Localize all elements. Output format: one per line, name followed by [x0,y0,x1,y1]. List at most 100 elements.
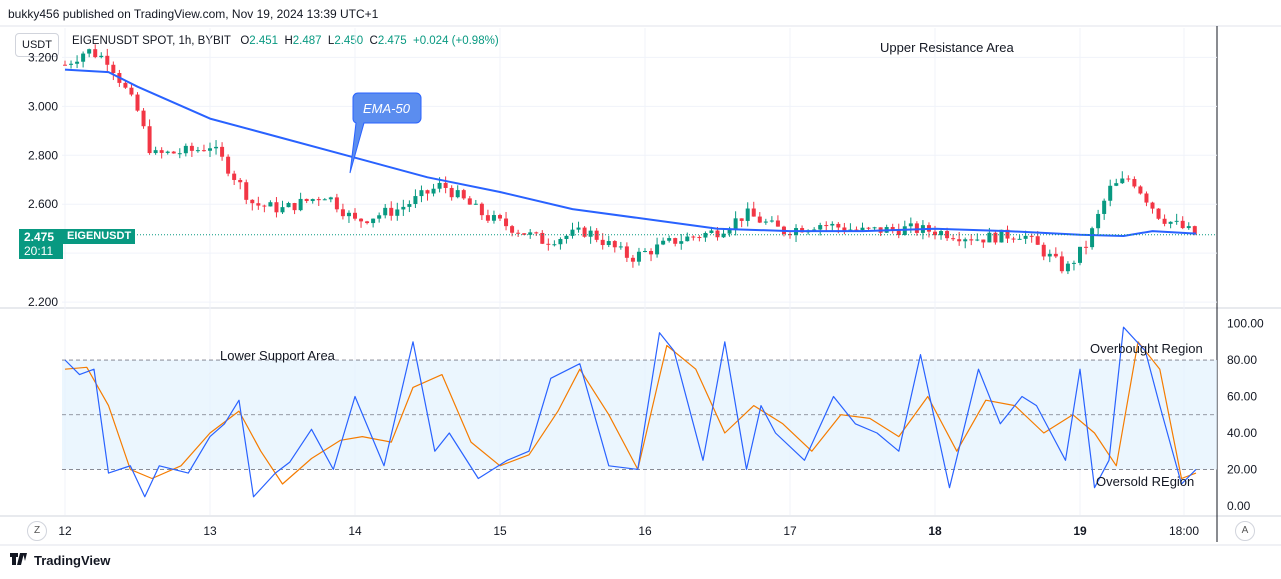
stoch-band-fill [62,360,1217,470]
candle-body [1144,193,1149,203]
candle-body [141,110,146,127]
candle-body [310,199,315,202]
symbol-name[interactable]: EIGENUSDT SPOT, 1h, BYBIT [72,35,231,47]
candle-body [788,234,792,236]
candle-body [600,239,605,246]
close-value: 2.475 [377,35,407,47]
stoch-tick-label: 0.00 [1227,499,1251,513]
candle-body [1023,235,1028,239]
candle-body [63,64,67,66]
candle-body [105,55,110,65]
candle-body [848,229,853,232]
low-value: 2.450 [334,35,364,47]
candle-body [818,225,823,230]
price-tick-label: 2.600 [28,197,58,211]
candle-body [842,227,847,232]
stoch-tick-label: 20.00 [1227,462,1257,476]
candle-body [504,218,509,227]
auto-scale-button[interactable]: A [1235,521,1255,541]
candle-body [546,243,551,245]
footer-brand-name[interactable]: TradingView [34,553,111,568]
high-value: 2.487 [292,35,322,47]
candle-body [449,187,454,198]
time-tick-label: 19 [1073,524,1087,538]
candle-body [1168,221,1173,224]
candle-body [975,239,980,241]
candle-body [969,239,974,241]
candle-body [757,216,762,223]
candle-body [1174,220,1179,222]
candle-body [643,250,647,252]
candle-body [945,231,950,239]
candle-body [902,226,907,236]
current-price-tag: 2.475 20:11 EIGENUSDT [19,229,136,259]
candle-body [1180,220,1185,229]
candle-body [516,232,521,234]
price-tick-label: 2.800 [28,148,58,162]
candle-body [1041,244,1046,257]
candle-body [860,227,865,231]
high-label: H [284,35,293,47]
candle-body [751,208,756,217]
candle-body [153,150,158,154]
candle-body [854,229,859,231]
candle-body [268,202,273,207]
candle-body [1084,246,1089,248]
candle-body [1156,208,1161,219]
stoch-d-line [64,341,1197,485]
zoom-button[interactable]: Z [27,521,47,541]
price-tick-label: 3.000 [28,99,58,113]
candle-body [292,203,297,211]
candle-body [431,188,436,194]
candle-body [951,238,956,240]
candle-body [1005,229,1010,239]
candle-body [1065,263,1070,272]
candle-body [214,146,219,149]
candle-body [75,61,80,64]
candle-body [939,231,944,236]
candle-body [274,202,279,213]
candle-body [1126,178,1131,180]
candle-body [576,227,581,230]
candle-body [1035,236,1040,245]
candle-body [346,212,351,217]
candle-body [81,53,86,62]
candle-body [769,220,774,222]
ema-50-line [64,68,1197,237]
candle-body [159,150,164,153]
candle-body [528,232,533,235]
candle-body [564,235,569,240]
candle-body [1132,179,1137,187]
candle-body [353,212,357,219]
candle-body [981,239,986,243]
candle-body [673,238,678,244]
candle-body [618,246,623,248]
candle-body [1102,200,1107,214]
candle-body [661,240,666,245]
candle-body [866,227,871,229]
time-tick-label: 15 [493,524,507,538]
candle-body [147,126,152,154]
time-tick-label: 14 [348,524,362,538]
candle-body [1114,183,1119,186]
oversold-label: Oversold REgion [1096,474,1194,489]
candle-body [721,233,726,238]
candle-body [775,220,780,227]
candle-body [781,226,786,235]
candle-body [262,205,267,207]
candle-body [957,239,962,242]
candle-body [540,232,545,244]
candle-body [1120,178,1125,184]
candle-body [322,199,327,201]
candle-body [552,244,557,246]
candle-body [377,215,382,219]
time-tick-label: 13 [203,524,217,538]
candle-body [1029,235,1034,237]
candle-body [1090,228,1095,248]
candle-body [334,197,339,210]
currency-selector[interactable]: USDT [15,33,59,57]
change-value: +0.024 (+0.98%) [412,35,499,47]
candle-body [836,223,841,228]
candle-body [69,63,74,65]
